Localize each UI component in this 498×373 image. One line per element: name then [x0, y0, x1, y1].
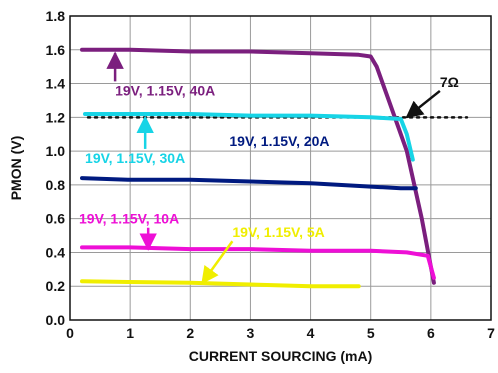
annotation-label: 19V, 1.15V, 30A	[85, 150, 185, 166]
annotation-arrow	[201, 240, 234, 285]
annotation-arrow-layer	[106, 51, 441, 285]
y-tick-label: 1.0	[46, 143, 66, 159]
x-tick-labels: 0 1 2 3 4 5 6 7	[66, 325, 495, 341]
x-tick-label: 0	[66, 325, 74, 341]
y-tick-label: 0.2	[46, 278, 66, 294]
series-layer	[80, 47, 436, 289]
annotation-label: 19V, 1.15V, 10A	[79, 211, 179, 227]
series-line-1	[80, 47, 436, 285]
y-tick-label: 0.8	[46, 177, 66, 193]
x-tick-label: 7	[487, 325, 495, 341]
annotation-label: 19V, 1.15V, 40A	[115, 82, 215, 98]
grid	[69, 15, 492, 321]
y-axis-title: PMON (V)	[8, 136, 24, 201]
plot-frame	[69, 15, 492, 321]
series-line-2	[83, 112, 415, 162]
series-line-5	[80, 279, 361, 289]
x-tick-label: 5	[367, 325, 375, 341]
x-tick-label: 1	[126, 325, 134, 341]
y-tick-label: 1.8	[46, 8, 66, 24]
x-axis-title: CURRENT SOURCING (mA)	[189, 348, 373, 364]
y-tick-label: 1.6	[46, 42, 66, 58]
y-tick-label: 0.6	[46, 211, 66, 227]
annotation-label: 7Ω	[440, 74, 459, 90]
y-tick-label: 0.0	[46, 312, 66, 328]
y-tick-label: 0.4	[46, 244, 66, 260]
y-tick-labels: 0.0 0.2 0.4 0.6 0.8 1.0 1.2 1.4 1.6 1.8	[46, 8, 66, 328]
y-tick-label: 1.4	[46, 76, 66, 92]
series-line-3	[80, 176, 418, 191]
annotation-arrow	[405, 89, 441, 119]
annotation-labels: 19V, 1.15V, 40A 19V, 1.15V, 30A 19V, 1.15V…	[79, 74, 459, 240]
annotation-label: 19V, 1.15V, 5A	[232, 224, 324, 240]
annotation-label: 19V, 1.15V, 20A	[229, 133, 329, 149]
x-tick-label: 3	[247, 325, 255, 341]
x-tick-label: 4	[307, 325, 315, 341]
x-tick-label: 2	[186, 325, 194, 341]
y-tick-label: 1.2	[46, 109, 66, 125]
x-tick-label: 6	[427, 325, 435, 341]
